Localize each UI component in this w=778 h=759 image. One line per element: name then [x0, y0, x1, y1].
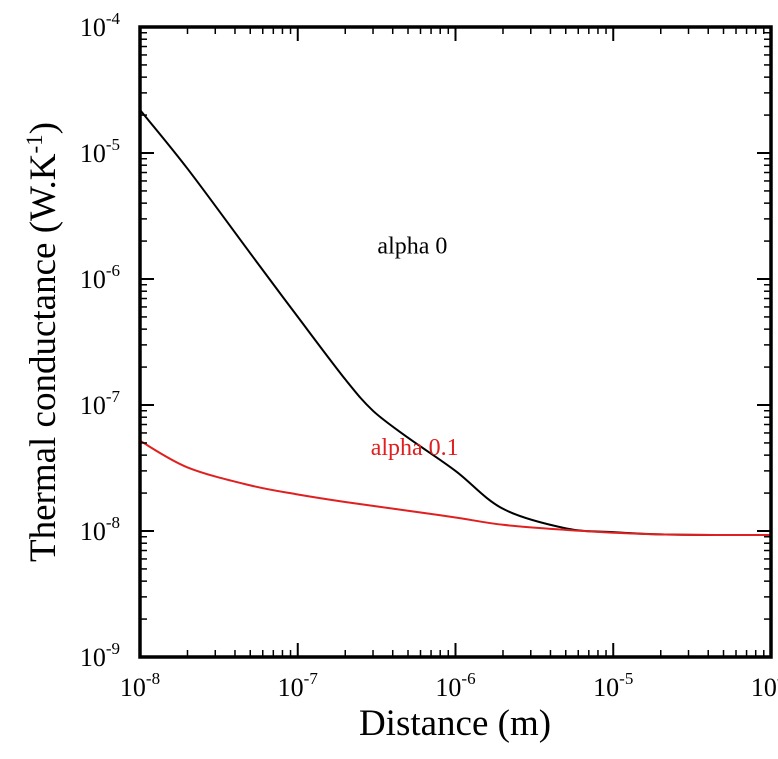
series-line-0	[139, 109, 772, 537]
x-axis-title: Distance (m)	[359, 703, 551, 744]
y-axis-title: Thermal conductance (W.K-1)	[22, 122, 64, 562]
series-label-1: alpha 0.1	[371, 435, 459, 461]
y-tick-label: 10-7	[80, 387, 121, 420]
y-tick-label: 10-4	[80, 9, 121, 42]
plot-frame	[138, 25, 773, 659]
series-label-0: alpha 0	[377, 233, 447, 259]
y-tick-label: 10-6	[80, 261, 120, 294]
tick-layer: 10-810-710-610-510-410-910-810-710-610-5…	[80, 9, 778, 702]
x-tick-label: 10-5	[593, 669, 633, 702]
label-layer: alpha 0 alpha 0.1	[371, 233, 459, 461]
y-axis-title-end: )	[23, 122, 64, 134]
x-tick-label: 10-4	[751, 669, 778, 702]
series-layer	[139, 109, 772, 537]
y-tick-label: 10-8	[80, 513, 120, 546]
y-axis-title-sup: -1	[22, 134, 47, 153]
series-line-1	[139, 439, 772, 537]
x-tick-label: 10-6	[435, 669, 475, 702]
x-tick-label: 10-8	[120, 669, 160, 702]
y-axis-title-main: Thermal conductance (W.K	[23, 153, 64, 562]
y-tick-label: 10-5	[80, 135, 120, 168]
y-tick-label: 10-9	[80, 639, 120, 672]
x-tick-label: 10-7	[278, 669, 319, 702]
